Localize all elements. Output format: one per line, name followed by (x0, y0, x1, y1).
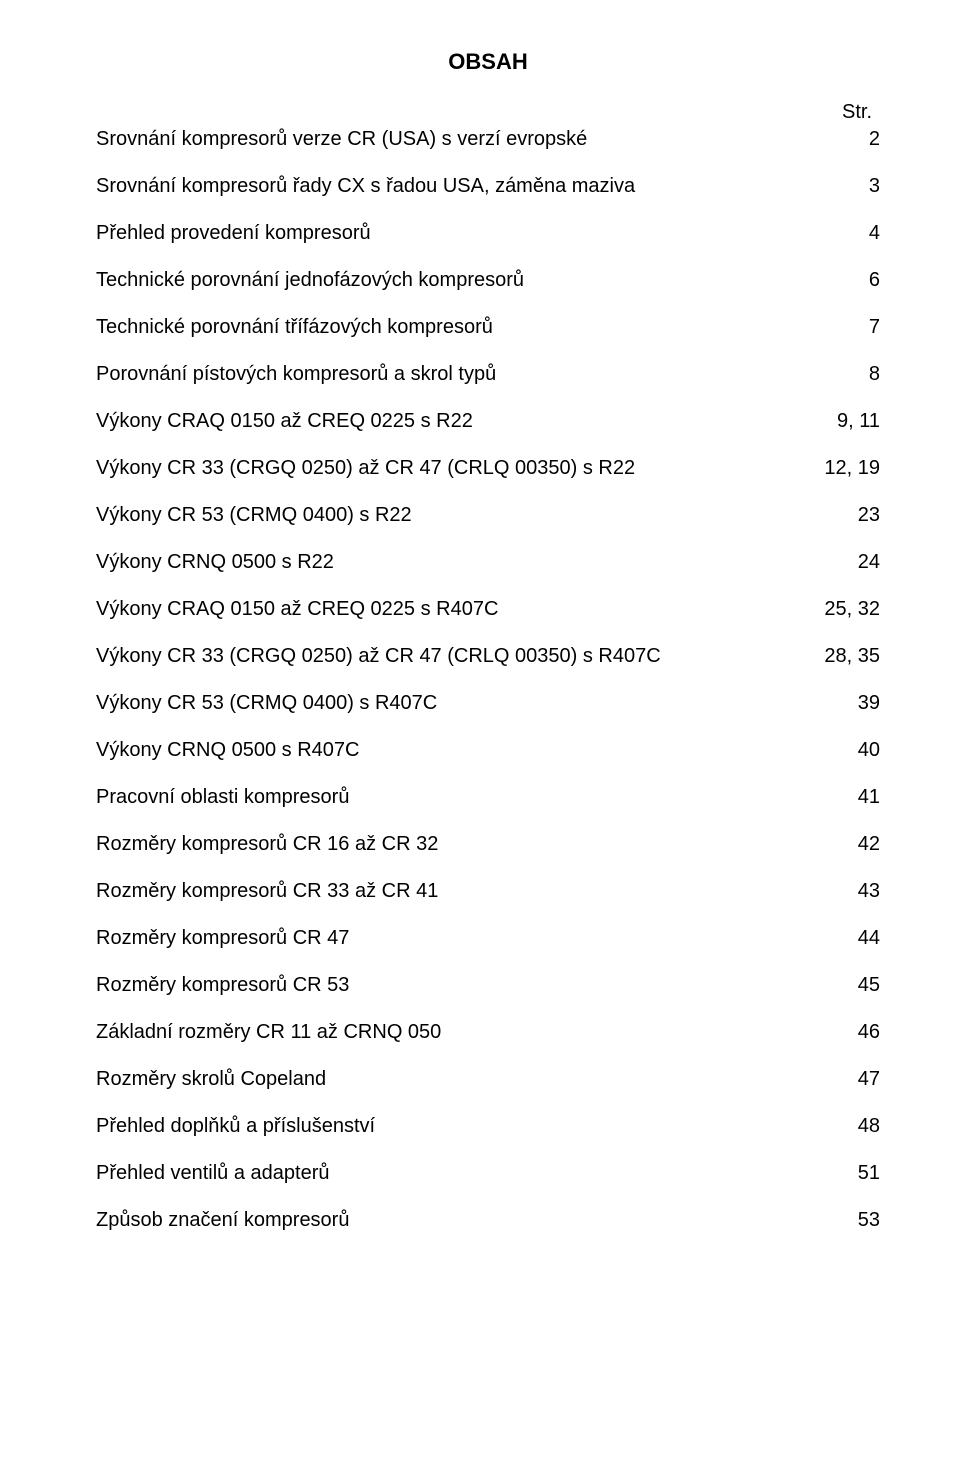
toc-page-number: 47 (834, 1067, 880, 1092)
toc-row: Výkony CR 53 (CRMQ 0400) s R407C39 (96, 691, 880, 716)
toc-label: Technické porovnání jednofázových kompre… (96, 268, 845, 293)
toc-label: Výkony CRNQ 0500 s R407C (96, 738, 834, 763)
toc-label: Srovnání kompresorů řady CX s řadou USA,… (96, 174, 845, 199)
toc-page-number: 41 (834, 785, 880, 810)
toc-label: Rozměry kompresorů CR 16 až CR 32 (96, 832, 834, 857)
toc-row: Přehled doplňků a příslušenství48 (96, 1114, 880, 1139)
toc-row: Základní rozměry CR 11 až CRNQ 05046 (96, 1020, 880, 1045)
toc-page-number: 40 (834, 738, 880, 763)
toc-page-number: 45 (834, 973, 880, 998)
toc-label: Výkony CRNQ 0500 s R22 (96, 550, 834, 575)
toc-page-number: 2 (845, 127, 880, 152)
toc-page-number: 7 (845, 315, 880, 340)
toc-label: Základní rozměry CR 11 až CRNQ 050 (96, 1020, 834, 1045)
toc-row: Způsob značení kompresorů53 (96, 1208, 880, 1233)
toc-label: Způsob značení kompresorů (96, 1208, 834, 1233)
toc-label: Přehled provedení kompresorů (96, 221, 845, 246)
toc-label: Srovnání kompresorů verze CR (USA) s ver… (96, 127, 845, 152)
toc-row: Technické porovnání třífázových kompreso… (96, 315, 880, 340)
toc-row: Porovnání pístových kompresorů a skrol t… (96, 362, 880, 387)
toc-row: Rozměry kompresorů CR 33 až CR 4143 (96, 879, 880, 904)
toc-label: Výkony CR 33 (CRGQ 0250) až CR 47 (CRLQ … (96, 644, 800, 669)
toc-page-number: 46 (834, 1020, 880, 1045)
toc-label: Rozměry kompresorů CR 53 (96, 973, 834, 998)
toc-page-number: 42 (834, 832, 880, 857)
toc-page-number: 51 (834, 1161, 880, 1186)
toc-row: Výkony CRNQ 0500 s R2224 (96, 550, 880, 575)
toc-page-number: 39 (834, 691, 880, 716)
toc-label: Výkony CRAQ 0150 až CREQ 0225 s R22 (96, 409, 813, 434)
toc-row: Výkony CRAQ 0150 až CREQ 0225 s R229, 11 (96, 409, 880, 434)
toc-page-number: 3 (845, 174, 880, 199)
toc-page-number: 12, 19 (800, 456, 880, 481)
toc-page-number: 6 (845, 268, 880, 293)
toc-label: Technické porovnání třífázových kompreso… (96, 315, 845, 340)
toc-row: Výkony CRNQ 0500 s R407C40 (96, 738, 880, 763)
toc-row: Srovnání kompresorů verze CR (USA) s ver… (96, 127, 880, 152)
toc-label: Výkony CR 53 (CRMQ 0400) s R22 (96, 503, 834, 528)
toc-label: Pracovní oblasti kompresorů (96, 785, 834, 810)
toc-row: Rozměry kompresorů CR 16 až CR 3242 (96, 832, 880, 857)
toc-page-number: 23 (834, 503, 880, 528)
table-of-contents: Srovnání kompresorů verze CR (USA) s ver… (96, 127, 880, 1233)
toc-label: Přehled ventilů a adapterů (96, 1161, 834, 1186)
toc-row: Výkony CR 33 (CRGQ 0250) až CR 47 (CRLQ … (96, 456, 880, 481)
toc-label: Přehled doplňků a příslušenství (96, 1114, 834, 1139)
toc-page-number: 53 (834, 1208, 880, 1233)
toc-page-number: 25, 32 (800, 597, 880, 622)
toc-row: Výkony CRAQ 0150 až CREQ 0225 s R407C25,… (96, 597, 880, 622)
toc-page-number: 24 (834, 550, 880, 575)
toc-row: Technické porovnání jednofázových kompre… (96, 268, 880, 293)
toc-label: Výkony CR 53 (CRMQ 0400) s R407C (96, 691, 834, 716)
toc-page-number: 44 (834, 926, 880, 951)
page-column-header: Str. (96, 100, 880, 125)
document-title: OBSAH (96, 48, 880, 76)
toc-row: Srovnání kompresorů řady CX s řadou USA,… (96, 174, 880, 199)
toc-label: Porovnání pístových kompresorů a skrol t… (96, 362, 845, 387)
toc-row: Přehled provedení kompresorů4 (96, 221, 880, 246)
toc-page-number: 43 (834, 879, 880, 904)
toc-page-number: 28, 35 (800, 644, 880, 669)
toc-row: Rozměry skrolů Copeland47 (96, 1067, 880, 1092)
toc-label: Rozměry kompresorů CR 33 až CR 41 (96, 879, 834, 904)
toc-label: Výkony CR 33 (CRGQ 0250) až CR 47 (CRLQ … (96, 456, 800, 481)
toc-row: Výkony CR 53 (CRMQ 0400) s R2223 (96, 503, 880, 528)
toc-label: Rozměry skrolů Copeland (96, 1067, 834, 1092)
toc-row: Rozměry kompresorů CR 4744 (96, 926, 880, 951)
toc-row: Rozměry kompresorů CR 5345 (96, 973, 880, 998)
toc-row: Přehled ventilů a adapterů51 (96, 1161, 880, 1186)
toc-page-number: 48 (834, 1114, 880, 1139)
toc-label: Rozměry kompresorů CR 47 (96, 926, 834, 951)
toc-page-number: 8 (845, 362, 880, 387)
toc-row: Pracovní oblasti kompresorů41 (96, 785, 880, 810)
toc-label: Výkony CRAQ 0150 až CREQ 0225 s R407C (96, 597, 800, 622)
toc-row: Výkony CR 33 (CRGQ 0250) až CR 47 (CRLQ … (96, 644, 880, 669)
toc-page-number: 4 (845, 221, 880, 246)
toc-page-number: 9, 11 (813, 409, 880, 434)
